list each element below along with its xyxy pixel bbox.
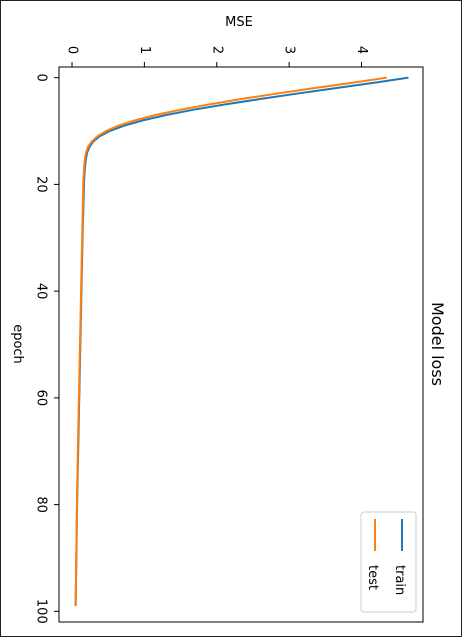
mse-axis-ticks: 0 1 2 3 4	[65, 46, 369, 67]
epoch-tick-label: 60	[34, 390, 49, 407]
legend-box	[360, 511, 417, 613]
legend: train test	[360, 511, 417, 613]
epoch-tick-label: 80	[33, 496, 48, 513]
mse-tick-label: 1	[137, 46, 152, 54]
epoch-tick-label: 100	[34, 599, 49, 624]
mse-tick-label: 3	[282, 46, 297, 54]
legend-label-train: train	[392, 565, 407, 595]
epoch-tick-label: 0	[34, 74, 49, 82]
chart-title: Model loss	[428, 302, 447, 386]
series-layer	[74, 76, 409, 607]
y-axis-label: MSE	[225, 15, 253, 30]
epoch-tick-label: 40	[34, 283, 49, 300]
mse-tick-label: 2	[209, 46, 224, 54]
x-axis-label: epoch	[10, 324, 25, 364]
mse-tick-label: 0	[65, 46, 80, 54]
epoch-axis-ticks: 0 20 40 60 80 100	[33, 74, 59, 624]
mse-tick-label: 4	[354, 46, 369, 54]
legend-label-test: test	[365, 565, 380, 590]
epoch-tick-label: 20	[34, 176, 49, 193]
series-line-test	[74, 76, 387, 607]
